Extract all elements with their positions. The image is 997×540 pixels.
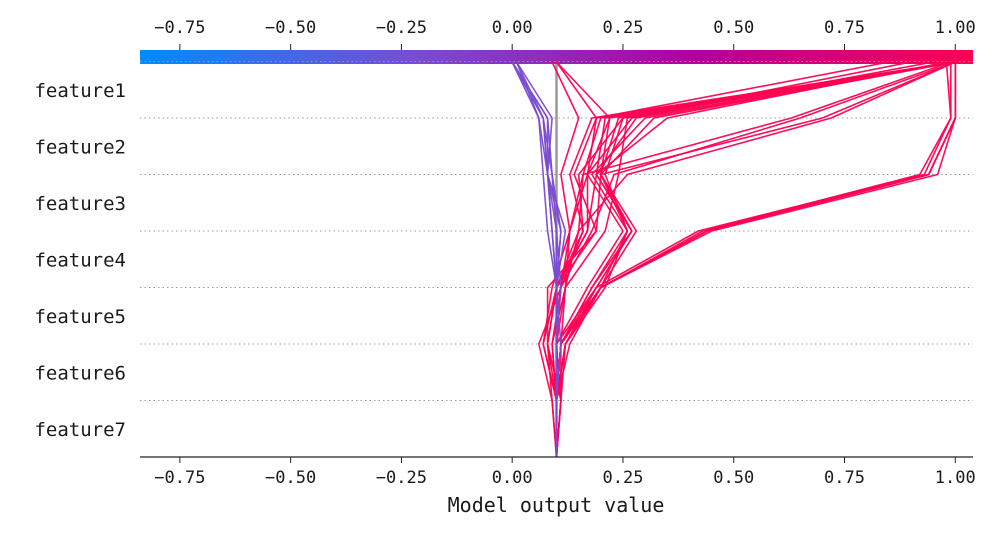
- decision-line-20: [537, 61, 956, 458]
- x-tick-label-bottom: −0.75: [154, 468, 205, 488]
- x-tick-label-bottom: 0.00: [492, 468, 533, 488]
- x-tick-label-top: 1.00: [935, 18, 976, 38]
- feature-label-7: feature7: [34, 419, 126, 441]
- x-tick-label-bottom: 1.00: [935, 468, 976, 488]
- x-tick-label-bottom: 0.75: [824, 468, 865, 488]
- colorbar: [140, 50, 973, 64]
- x-tick-label-bottom: 0.50: [713, 468, 754, 488]
- x-tick-label-bottom: −0.25: [376, 468, 427, 488]
- x-axis-title: Model output value: [448, 493, 665, 517]
- decision-line-23: [546, 61, 889, 457]
- x-tick-label-top: 0.75: [824, 18, 865, 38]
- x-tick-label-top: −0.50: [265, 18, 316, 38]
- decision-line-17: [546, 61, 956, 458]
- x-axis-ticks: −0.75 −0.75 −0.50 −0.50 −0.25 −0.25 0.00 0.00 0.…: [154, 18, 975, 488]
- feature-label-6: feature6: [34, 362, 126, 384]
- decision-lines: [511, 61, 957, 458]
- x-tick-label-top: −0.75: [154, 18, 205, 38]
- feature-label-2: feature2: [34, 136, 126, 158]
- decision-line-32: [511, 61, 558, 457]
- x-tick-label-top: −0.25: [376, 18, 427, 38]
- decision-line-25: [542, 61, 611, 457]
- feature-labels: feature1 feature2 feature3 feature4 feature5…: [34, 80, 126, 441]
- feature-label-4: feature4: [34, 249, 126, 271]
- feature-label-1: feature1: [34, 80, 126, 102]
- decision-line-33: [515, 61, 558, 457]
- grid-lines: [140, 61, 973, 401]
- decision-line-10: [555, 61, 947, 458]
- decision-line-35: [515, 61, 562, 457]
- x-tick-label-bottom: 0.25: [602, 468, 643, 488]
- decision-line-12: [555, 61, 934, 458]
- decision-line-34: [511, 61, 558, 457]
- x-tick-label-top: 0.25: [602, 18, 643, 38]
- decision-line-19: [546, 61, 956, 458]
- x-tick-label-bottom: −0.50: [265, 468, 316, 488]
- x-tick-label-top: 0.50: [713, 18, 754, 38]
- decision-line-28: [511, 61, 558, 457]
- feature-label-3: feature3: [34, 193, 126, 215]
- feature-label-5: feature5: [34, 306, 126, 328]
- x-tick-label-top: 0.00: [492, 18, 533, 38]
- decision-line-11: [555, 61, 956, 457]
